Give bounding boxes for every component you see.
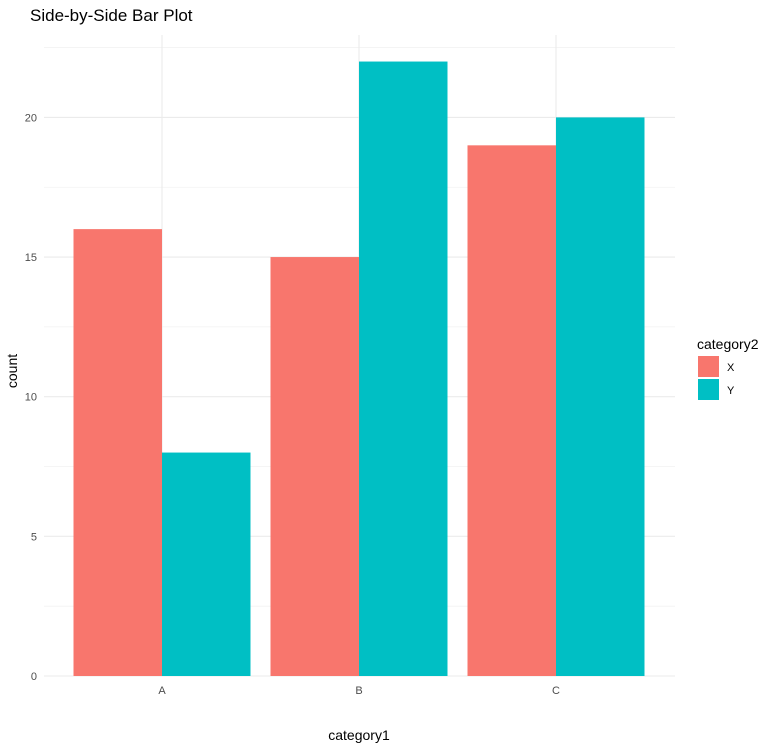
bar-B-Y bbox=[359, 61, 448, 677]
x-tick-label: A bbox=[158, 685, 166, 697]
y-tick-label: 15 bbox=[25, 252, 37, 264]
x-axis-label: category1 bbox=[328, 727, 390, 743]
y-tick-label: 20 bbox=[25, 112, 37, 124]
legend-label: X bbox=[727, 362, 735, 374]
legend-items: XY bbox=[698, 356, 735, 400]
x-tick-label: B bbox=[355, 685, 362, 697]
bar-A-Y bbox=[162, 452, 251, 676]
y-tick-label: 5 bbox=[31, 531, 37, 543]
legend-title: category2 bbox=[697, 336, 759, 352]
y-axis-label: count bbox=[4, 354, 20, 388]
bar-B-X bbox=[270, 257, 359, 676]
legend-key-Y bbox=[698, 379, 719, 400]
legend-key-X bbox=[698, 356, 719, 377]
chart-title: Side-by-Side Bar Plot bbox=[30, 6, 193, 25]
y-tick-label: 0 bbox=[31, 671, 37, 683]
bar-C-Y bbox=[556, 117, 645, 676]
legend-label: Y bbox=[727, 385, 735, 397]
bars bbox=[73, 61, 645, 677]
bar-A-X bbox=[73, 229, 162, 676]
y-axis: 0 5 10 15 20 bbox=[25, 112, 37, 683]
bar-C-X bbox=[467, 145, 556, 676]
x-axis: A B C bbox=[158, 685, 560, 697]
legend: category2 XY bbox=[697, 336, 759, 400]
y-tick-label: 10 bbox=[25, 392, 37, 404]
x-tick-label: C bbox=[552, 685, 560, 697]
